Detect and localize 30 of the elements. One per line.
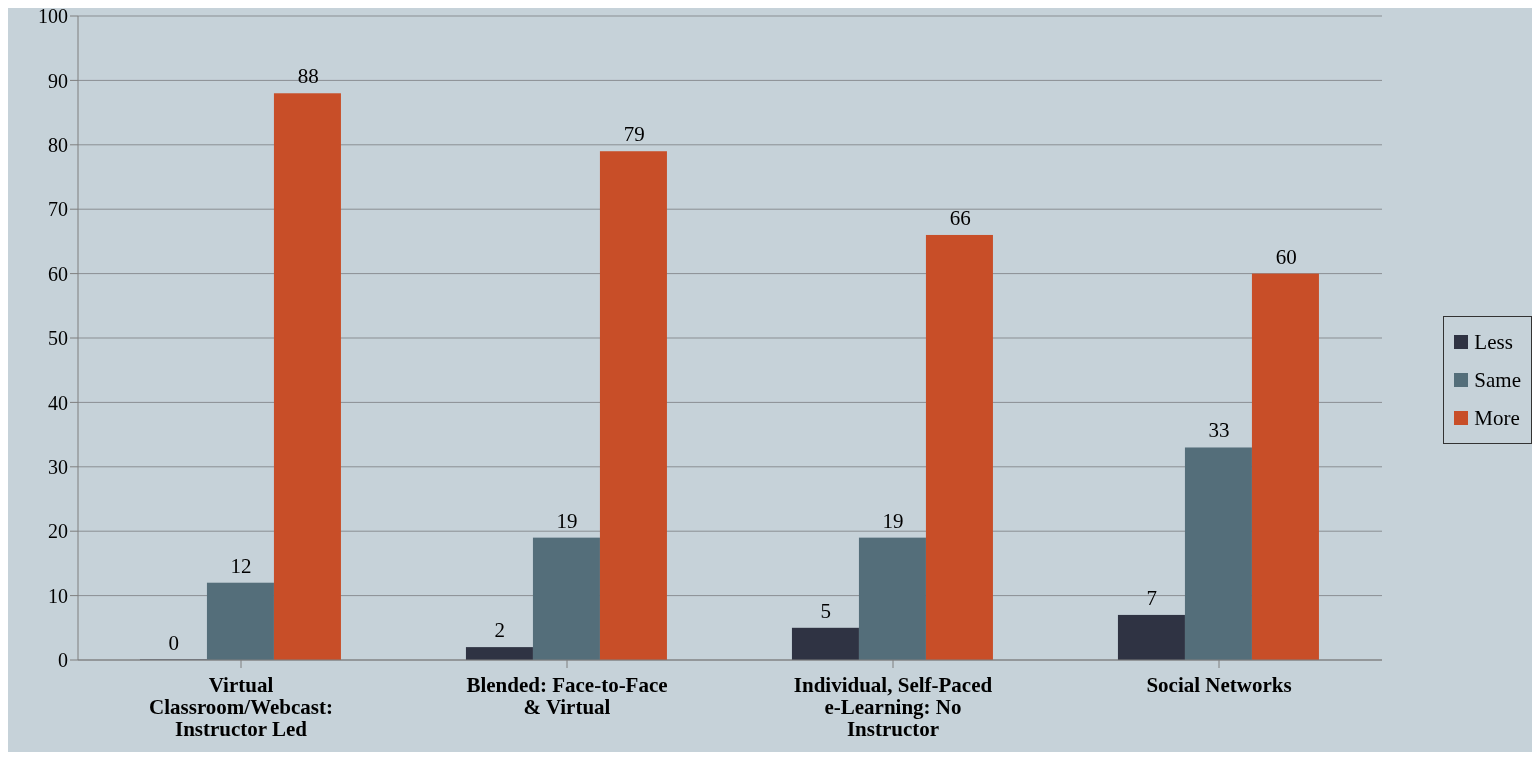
x-tick-label: Blended: Face-to-Face & Virtual xyxy=(466,673,668,719)
legend-label: More xyxy=(1474,405,1520,432)
data-label: 79 xyxy=(623,122,645,147)
data-label: 88 xyxy=(297,64,319,89)
y-tick-label: 10 xyxy=(48,584,68,607)
legend-label: Less xyxy=(1474,329,1513,356)
y-tick-label: 70 xyxy=(48,198,68,221)
y-tick-label: 0 xyxy=(58,649,68,672)
data-label: 66 xyxy=(949,205,971,230)
x-tick-label: Social Networks xyxy=(1146,673,1292,697)
y-tick-label: 30 xyxy=(48,455,68,478)
data-label: 5 xyxy=(820,598,831,623)
y-tick-label: 20 xyxy=(48,520,68,543)
data-label: 19 xyxy=(556,508,578,533)
data-label: 12 xyxy=(230,553,252,578)
x-tick-label: Individual, Self-Paced e-Learning: No Instructor xyxy=(793,673,993,741)
data-label: 19 xyxy=(882,508,904,533)
y-tick-label: 80 xyxy=(48,133,68,156)
data-label: 60 xyxy=(1275,244,1297,269)
y-tick-label: 60 xyxy=(48,262,68,285)
data-label: 2 xyxy=(494,618,505,643)
data-label: 33 xyxy=(1208,418,1230,443)
legend-label: Same xyxy=(1474,367,1521,394)
y-tick-label: 100 xyxy=(38,5,68,28)
y-tick-label: 50 xyxy=(48,327,68,350)
x-tick-label: Virtual Classroom/Webcast: Instructor Led xyxy=(149,673,333,741)
y-tick-label: 40 xyxy=(48,391,68,414)
y-tick-label: 90 xyxy=(48,69,68,92)
data-label: 0 xyxy=(168,631,179,655)
data-label: 7 xyxy=(1146,585,1157,610)
